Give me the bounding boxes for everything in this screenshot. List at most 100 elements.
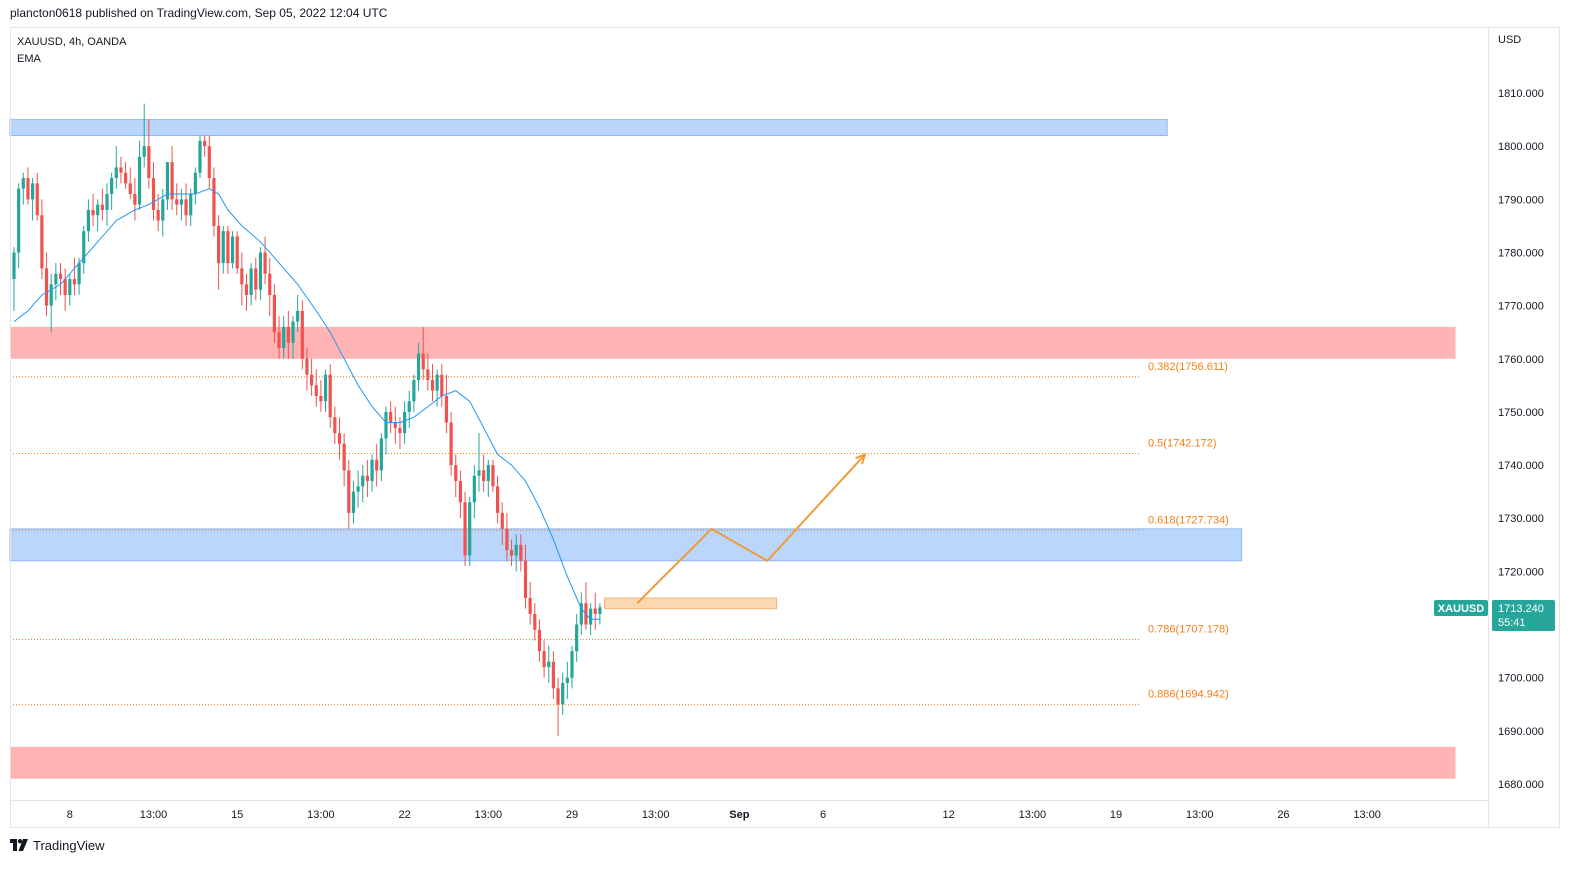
candle-body[interactable] bbox=[147, 146, 151, 179]
candle-body[interactable] bbox=[384, 411, 388, 439]
candle-body[interactable] bbox=[496, 486, 500, 513]
candle-body[interactable] bbox=[509, 550, 514, 556]
candle-body[interactable] bbox=[440, 374, 444, 396]
candle-body[interactable] bbox=[54, 273, 58, 285]
candle-body[interactable] bbox=[454, 465, 458, 482]
candle-body[interactable] bbox=[305, 358, 309, 375]
candle-body[interactable] bbox=[35, 183, 39, 216]
candle-body[interactable] bbox=[393, 422, 397, 428]
candle-body[interactable] bbox=[100, 204, 104, 210]
candle-body[interactable] bbox=[412, 380, 416, 402]
candle-body[interactable] bbox=[482, 470, 486, 482]
projection-path[interactable] bbox=[636, 453, 866, 605]
candle-body[interactable] bbox=[184, 199, 188, 216]
candle-body[interactable] bbox=[58, 273, 63, 280]
candle-body[interactable] bbox=[416, 353, 421, 381]
candle-body[interactable] bbox=[537, 629, 542, 652]
candle-body[interactable] bbox=[463, 502, 467, 556]
candle-body[interactable] bbox=[91, 209, 95, 216]
candle-body[interactable] bbox=[26, 178, 30, 200]
candle-body[interactable] bbox=[156, 209, 160, 221]
candle-body[interactable] bbox=[403, 411, 407, 434]
candle-body[interactable] bbox=[477, 470, 481, 476]
candle-body[interactable] bbox=[137, 156, 142, 205]
candle-body[interactable] bbox=[86, 209, 90, 232]
candle-body[interactable] bbox=[449, 422, 453, 466]
candle-body[interactable] bbox=[114, 167, 118, 179]
candle-body[interactable] bbox=[44, 268, 49, 306]
candle-body[interactable] bbox=[124, 172, 128, 184]
candle-body[interactable] bbox=[491, 465, 495, 487]
candle-body[interactable] bbox=[421, 353, 425, 370]
candle-body[interactable] bbox=[407, 401, 411, 412]
candle-body[interactable] bbox=[133, 193, 137, 205]
candle-body[interactable] bbox=[244, 284, 249, 295]
indicator-ema-label[interactable]: EMA bbox=[17, 53, 41, 65]
candle-body[interactable] bbox=[291, 321, 295, 343]
candle-body[interactable] bbox=[528, 597, 532, 614]
candle-body[interactable] bbox=[598, 607, 602, 614]
candle-body[interactable] bbox=[296, 310, 300, 322]
candle-body[interactable] bbox=[217, 225, 221, 264]
candle-body[interactable] bbox=[551, 661, 555, 689]
candle-body[interactable] bbox=[72, 279, 77, 285]
candle-body[interactable] bbox=[389, 411, 393, 423]
candle-body[interactable] bbox=[533, 613, 537, 630]
candle-body[interactable] bbox=[361, 475, 365, 487]
candle-body[interactable] bbox=[119, 167, 123, 173]
candle-body[interactable] bbox=[161, 199, 165, 221]
candle-body[interactable] bbox=[375, 459, 379, 471]
tradingview-brand[interactable]: TradingView bbox=[10, 836, 105, 854]
candle-body[interactable] bbox=[254, 268, 258, 290]
candle-body[interactable] bbox=[347, 470, 351, 513]
candle-body[interactable] bbox=[249, 268, 253, 295]
candle-body[interactable] bbox=[342, 443, 346, 471]
candle-body[interactable] bbox=[170, 162, 174, 200]
candle-body[interactable] bbox=[12, 252, 16, 280]
candle-body[interactable] bbox=[430, 380, 435, 391]
candle-body[interactable] bbox=[235, 236, 239, 269]
candle-body[interactable] bbox=[323, 374, 328, 402]
candle-body[interactable] bbox=[175, 199, 179, 205]
candle-body[interactable] bbox=[82, 231, 86, 264]
candle-body[interactable] bbox=[226, 231, 230, 264]
candle-body[interactable] bbox=[282, 326, 286, 349]
candle-body[interactable] bbox=[523, 560, 528, 598]
candle-body[interactable] bbox=[365, 475, 369, 482]
candle-body[interactable] bbox=[328, 374, 332, 418]
candle-body[interactable] bbox=[63, 279, 67, 295]
candle-body[interactable] bbox=[258, 252, 263, 290]
candle-body[interactable] bbox=[193, 172, 197, 194]
candle-body[interactable] bbox=[435, 374, 439, 391]
candle-body[interactable] bbox=[556, 688, 560, 705]
candle-body[interactable] bbox=[189, 193, 193, 216]
candle-body[interactable] bbox=[505, 528, 509, 551]
ema-line[interactable] bbox=[13, 188, 600, 620]
candle-body[interactable] bbox=[444, 395, 449, 423]
candle-body[interactable] bbox=[547, 661, 551, 668]
candle-body[interactable] bbox=[277, 332, 281, 349]
resistance-zone-1725[interactable] bbox=[9, 528, 1243, 562]
candle-body[interactable] bbox=[77, 263, 81, 285]
candle-body[interactable] bbox=[128, 183, 132, 194]
candle-body[interactable] bbox=[337, 433, 342, 444]
candle-body[interactable] bbox=[221, 231, 225, 264]
candle-body[interactable] bbox=[68, 279, 72, 295]
candle-body[interactable] bbox=[207, 146, 211, 179]
candle-body[interactable] bbox=[230, 236, 235, 264]
candle-body[interactable] bbox=[310, 374, 314, 386]
candle-body[interactable] bbox=[31, 183, 35, 200]
candle-body[interactable] bbox=[561, 683, 565, 705]
candle-body[interactable] bbox=[398, 427, 402, 434]
candle-body[interactable] bbox=[96, 204, 100, 216]
entry-zone-1714[interactable] bbox=[604, 597, 778, 610]
candle-body[interactable] bbox=[570, 651, 574, 678]
candle-body[interactable] bbox=[17, 188, 21, 253]
candle-body[interactable] bbox=[579, 603, 583, 625]
candle-body[interactable] bbox=[40, 215, 44, 269]
candle-body[interactable] bbox=[203, 140, 207, 147]
candle-body[interactable] bbox=[426, 369, 430, 381]
candle-body[interactable] bbox=[575, 624, 579, 652]
candle-body[interactable] bbox=[49, 284, 53, 306]
